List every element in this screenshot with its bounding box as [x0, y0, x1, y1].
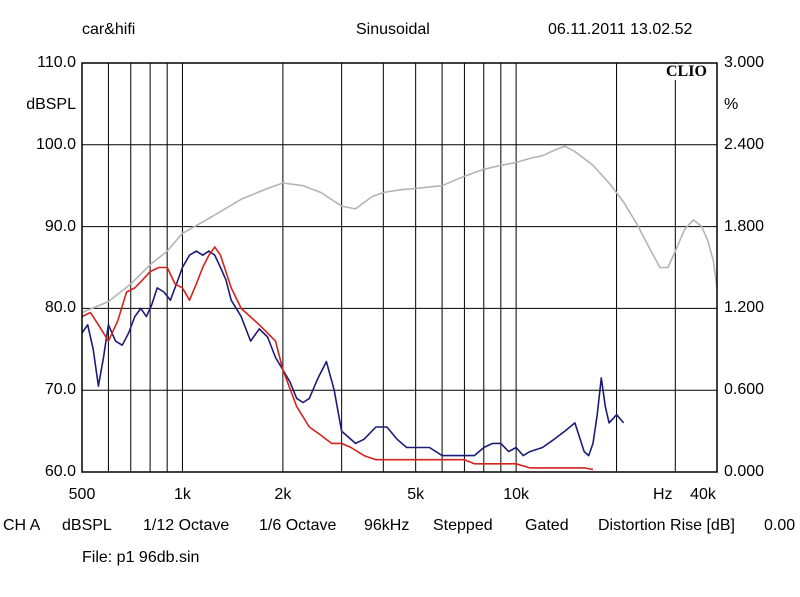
x-axis-unit-label: Hz — [653, 486, 673, 503]
y-tick-label: 90.0 — [44, 217, 76, 235]
brand-label: car&hifi — [82, 21, 136, 38]
resolution-label: 1/6 Octave — [259, 517, 337, 534]
sweep-label: Stepped — [433, 517, 493, 534]
distortion-label: Distortion Rise [dB] — [598, 517, 735, 534]
series-line-gray — [81, 145, 718, 314]
y-axis-unit-label: dBSPL — [26, 96, 76, 113]
series-line-red — [81, 246, 594, 471]
mode-label: Sinusoidal — [356, 21, 430, 38]
series-group — [81, 145, 718, 471]
y2-tick-label: 0.000 — [724, 463, 765, 480]
y2-tick-label: 3.000 — [724, 54, 765, 71]
x-tick-label: 40k — [690, 486, 716, 503]
channel-label: CH A — [3, 517, 41, 534]
x-tick-label: 10k — [503, 486, 529, 503]
datetime-label: 06.11.2011 13.02.52 — [548, 21, 693, 38]
x-tick-label: 1k — [173, 486, 191, 503]
x-tick-label: 5k — [407, 486, 425, 503]
y-tick-label: 100.0 — [35, 135, 76, 153]
smoothing-label: 1/12 Octave — [143, 517, 230, 534]
file-label: File: p1 96db.sin — [82, 549, 200, 566]
clio-logo: CLIO — [665, 63, 708, 80]
y2-axis-unit-label: % — [724, 96, 739, 113]
window-label: Gated — [525, 517, 569, 534]
unit-label: dBSPL — [62, 517, 112, 534]
y2-tick-label: 2.400 — [724, 135, 765, 153]
series-line-blue — [81, 250, 625, 457]
y2-tick-label: 1.800 — [724, 217, 765, 235]
x-tick-label: 500 — [68, 486, 96, 503]
distortion-value: 0.00 — [764, 517, 796, 534]
y-tick-label: 80.0 — [44, 299, 76, 317]
y2-tick-label: 0.600 — [724, 381, 765, 399]
x-tick-label: 2k — [274, 486, 292, 503]
sample-rate-label: 96kHz — [364, 517, 410, 534]
y2-tick-label: 1.200 — [724, 299, 765, 317]
y-tick-label: 60.0 — [44, 463, 76, 480]
plot-border — [81, 62, 718, 473]
grid — [81, 62, 718, 473]
y-tick-label: 70.0 — [44, 381, 76, 399]
y-tick-label: 110.0 — [37, 54, 76, 71]
